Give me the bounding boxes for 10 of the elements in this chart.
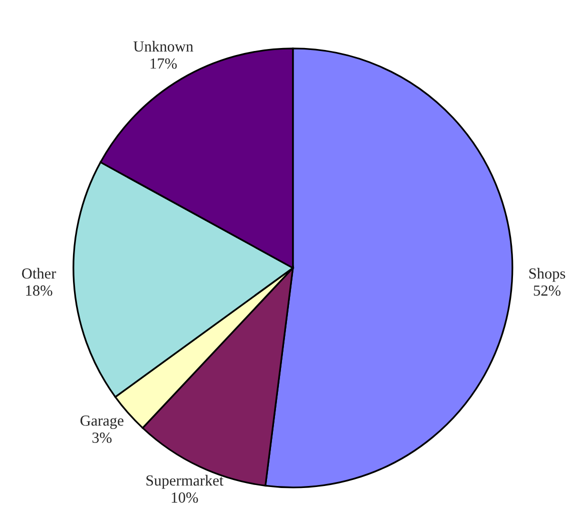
- slice-label: Unknown: [133, 40, 194, 52]
- data-label: 10%: [172, 492, 198, 503]
- slice-label: Other: [22, 268, 56, 279]
- slice-label: Shops: [529, 268, 566, 282]
- data-label: 18%: [26, 285, 52, 296]
- data-label: 3%: [92, 432, 112, 443]
- slice-label: Supermarket: [146, 474, 224, 489]
- data-label: 17%: [150, 58, 177, 69]
- slice-label: Garage: [80, 416, 124, 429]
- data-label: 52%: [534, 285, 560, 296]
